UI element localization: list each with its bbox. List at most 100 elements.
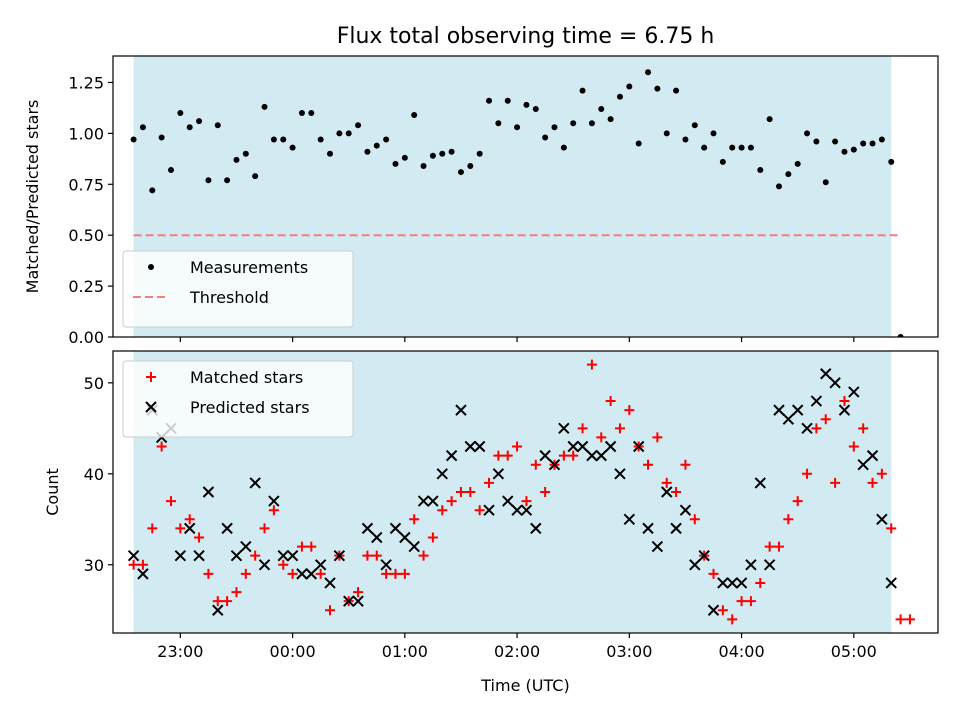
predicted-stars-point	[530, 522, 542, 535]
measurements-point	[860, 140, 867, 147]
measurements-point	[588, 120, 595, 127]
plot-area	[127, 359, 915, 625]
measurements-point	[336, 130, 343, 137]
matched-stars-point	[250, 550, 261, 561]
measurements-point	[738, 144, 745, 151]
matched-stars-point	[512, 441, 523, 452]
measurements-point	[420, 162, 427, 169]
predicted-stars-point	[567, 440, 579, 453]
measurements-point	[775, 183, 782, 190]
measurements-point	[467, 162, 474, 169]
matched-stars-point	[240, 568, 251, 579]
matched-stars-point	[745, 596, 756, 607]
predicted-stars-point	[455, 404, 467, 416]
measurements-point	[551, 124, 558, 131]
predicted-stars-point	[791, 404, 804, 416]
predicted-stars-point	[314, 559, 327, 571]
predicted-stars-point	[296, 568, 308, 580]
matched-stars-point	[596, 432, 607, 443]
predicted-stars-point	[249, 477, 261, 489]
matched-stars-point	[614, 423, 625, 434]
predicted-stars-point	[773, 404, 785, 416]
measurements-point	[598, 105, 605, 112]
predicted-stars-point	[483, 504, 495, 516]
measurements-point	[785, 171, 792, 178]
matched-stars-point	[867, 477, 878, 488]
matched-stars-point	[904, 614, 915, 625]
measurements-point	[486, 97, 493, 104]
measurements-point	[635, 140, 642, 147]
chart-title: Flux total observing time = 6.75 h	[337, 24, 715, 49]
matched-stars-point	[577, 423, 588, 434]
measurements-point	[186, 124, 193, 131]
measurements-point	[439, 150, 446, 157]
legend-marker-matched-stars	[146, 372, 156, 382]
measurements-point	[878, 136, 885, 143]
measurements-point	[729, 144, 736, 151]
predicted-stars-point	[174, 549, 187, 562]
predicted-stars-point	[745, 559, 757, 571]
matched-stars-point	[222, 596, 233, 607]
predicted-stars-point	[623, 513, 636, 525]
predicted-stars-point	[230, 549, 243, 562]
matched-stars-point	[530, 459, 541, 470]
predicted-stars-point	[286, 549, 299, 562]
y-tick-label: 40	[84, 465, 104, 484]
predicted-stars-point	[258, 559, 271, 571]
measurements-point	[308, 110, 315, 117]
predicted-stars-point	[801, 422, 813, 435]
measurements-point	[345, 130, 352, 137]
matched-stars-point	[231, 587, 242, 598]
matched-stars-point	[484, 477, 495, 488]
predicted-stars-point	[838, 404, 851, 416]
measurements-point	[289, 144, 296, 151]
legend-label-threshold: Threshold	[189, 288, 269, 307]
measurements-point	[532, 105, 539, 112]
matched-stars-point	[605, 396, 616, 407]
matched-stars-point	[427, 532, 438, 543]
matched-stars-point	[689, 514, 700, 525]
measurements-point	[869, 140, 876, 147]
measurements-point	[897, 334, 904, 337]
predicted-stars-point	[548, 459, 561, 471]
predicted-stars-point	[324, 577, 336, 589]
matched-stars-point	[278, 559, 289, 570]
measurements-point	[794, 160, 801, 167]
matched-stars-point	[390, 568, 401, 579]
matched-stars-point	[764, 541, 775, 552]
y-tick-label: 0.75	[68, 175, 104, 194]
measurements-point	[448, 148, 455, 155]
matched-stars-point	[184, 514, 195, 525]
x-tick-label: 23:00	[157, 642, 203, 661]
x-tick-label: 05:00	[831, 642, 877, 661]
measurements-point	[832, 138, 839, 145]
measurements-point	[626, 83, 633, 90]
predicted-stars-point	[277, 549, 289, 562]
measurements-point	[327, 150, 334, 157]
measurements-point	[691, 122, 698, 129]
measurements-point	[663, 130, 670, 137]
predicted-stars-point	[520, 504, 533, 516]
predicted-stars-point	[698, 549, 710, 562]
measurements-point	[392, 160, 399, 167]
matched-stars-point	[259, 523, 270, 534]
measurements-point	[701, 144, 708, 151]
predicted-stars-point	[689, 559, 701, 571]
measurements-point	[747, 144, 754, 151]
predicted-stars-point	[212, 604, 224, 616]
matched-stars-point	[802, 468, 813, 479]
matched-stars-point	[175, 523, 186, 534]
matched-stars-point	[353, 587, 364, 598]
measurements-point	[673, 87, 680, 94]
matched-stars-point	[858, 423, 869, 434]
predicted-stars-point	[707, 604, 720, 616]
matched-stars-point	[493, 450, 504, 461]
predicted-stars-point	[670, 522, 682, 535]
x-tick-label: 03:00	[606, 642, 652, 661]
x-tick-label: 01:00	[382, 642, 428, 661]
predicted-stars-point	[343, 595, 355, 607]
matched-stars-point	[521, 496, 532, 507]
measurements-point	[560, 144, 567, 151]
legend-label-measurements: Measurements	[190, 258, 308, 277]
